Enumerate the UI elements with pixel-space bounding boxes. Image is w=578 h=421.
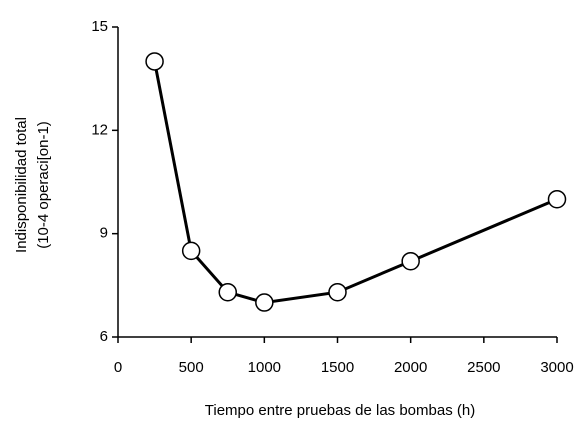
x-tick-label: 2500 [467,359,500,376]
x-tick-label: 500 [179,359,204,376]
x-tick-label: 2000 [394,359,427,376]
y-axis-label: (10-4 operaci[on-1) [35,121,52,249]
data-point [255,293,274,312]
y-tick-label: 6 [100,328,108,345]
x-tick-label: 3000 [540,359,573,376]
x-tick-label: 1500 [321,359,354,376]
y-axis-label: Indisponibilidad total [13,117,30,253]
y-tick-label: 9 [100,225,108,242]
data-point [328,282,347,302]
data-point [145,52,164,71]
data-line [153,61,558,305]
data-point [181,241,201,261]
data-point [218,282,237,302]
x-tick-label: 1000 [248,359,281,376]
y-tick-label: 12 [91,121,108,138]
y-tick-label: 15 [91,18,108,35]
x-axis-label: Tiempo entre pruebas de las bombas (h) [205,402,475,419]
data-point [547,189,567,209]
data-point [401,251,420,271]
x-tick-label: 0 [114,359,122,376]
